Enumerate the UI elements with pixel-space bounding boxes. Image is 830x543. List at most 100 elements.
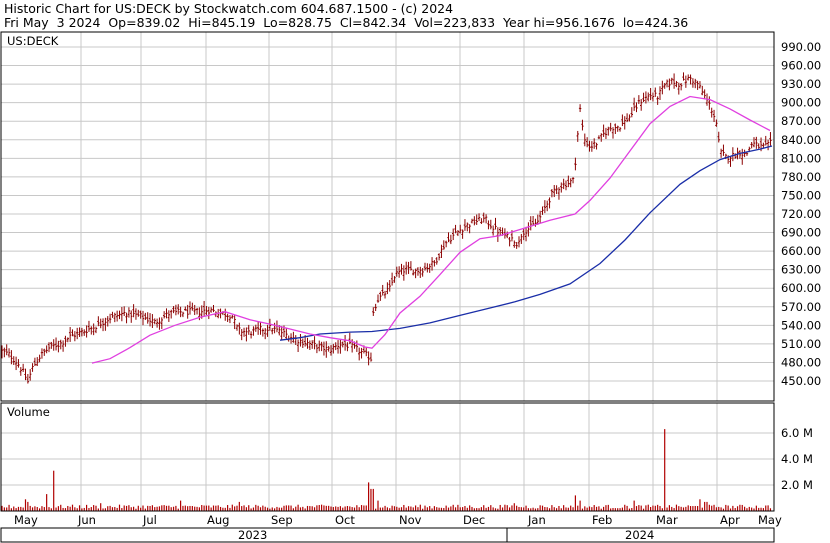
- price-bar: [529, 216, 532, 231]
- price-bar: [226, 313, 229, 322]
- price-bar: [764, 135, 767, 146]
- price-bar: [402, 265, 406, 281]
- price-bar: [623, 116, 626, 130]
- price-bar: [419, 266, 422, 278]
- price-bar: [320, 341, 323, 352]
- price-bar: [94, 326, 98, 334]
- price-bar: [654, 87, 657, 97]
- price-bar: [165, 308, 168, 319]
- price-bar: [360, 347, 363, 359]
- price-bar: [489, 219, 492, 230]
- price-bar: [57, 340, 60, 353]
- chart-header-title: Historic Chart for US:DECK by Stockwatch…: [4, 1, 454, 16]
- price-bar: [148, 313, 152, 327]
- price-bar: [454, 224, 457, 234]
- price-bar: [621, 114, 624, 127]
- price-bar: [209, 307, 213, 313]
- price-bar: [487, 220, 490, 230]
- price-bar: [87, 320, 91, 332]
- price-bar: [480, 218, 483, 225]
- price-bar: [743, 149, 746, 158]
- price-bar: [367, 351, 370, 366]
- price-bar: [325, 341, 328, 358]
- price-bar: [632, 97, 636, 111]
- price-tick-label: 960.00: [781, 59, 821, 73]
- price-bar: [266, 324, 269, 337]
- price-bar: [7, 348, 11, 358]
- volume-grid: [1, 432, 774, 486]
- price-bar: [766, 139, 770, 151]
- price-bar: [649, 87, 652, 101]
- price-bar: [254, 324, 257, 332]
- price-bar: [123, 306, 126, 316]
- price-bar: [358, 347, 361, 361]
- price-bar: [562, 178, 565, 190]
- price-bar: [45, 345, 48, 354]
- price-bar: [292, 331, 295, 343]
- price-bar: [755, 136, 758, 149]
- price-bar: [491, 225, 495, 236]
- price-bar: [160, 317, 163, 329]
- price-bar: [644, 91, 648, 104]
- price-bar: [541, 206, 544, 215]
- price-bar: [31, 363, 34, 372]
- price-bar: [242, 327, 246, 337]
- price-bar: [590, 141, 594, 152]
- price-bar: [233, 315, 236, 330]
- price-bar: [85, 325, 88, 338]
- price-bar: [153, 318, 156, 325]
- price-tick-label: 720.00: [781, 207, 821, 221]
- price-bar: [522, 228, 525, 241]
- price-bar: [416, 267, 420, 276]
- price-bar: [607, 126, 610, 136]
- price-bar: [496, 227, 500, 242]
- price-bar: [442, 240, 445, 250]
- price-bar: [614, 123, 617, 135]
- month-tick-label: Oct: [335, 513, 355, 527]
- price-bar: [383, 290, 387, 299]
- price-grid: [1, 46, 774, 382]
- price-bar: [531, 215, 535, 226]
- price-tick-label: 840.00: [781, 133, 821, 147]
- price-bar: [444, 240, 448, 248]
- price-bar: [256, 321, 260, 335]
- price-bar: [273, 322, 276, 334]
- price-bar: [435, 257, 438, 265]
- price-bar: [181, 311, 185, 318]
- price-bar: [101, 318, 105, 332]
- price-bar: [3, 347, 6, 358]
- price-bar: [97, 316, 100, 327]
- price-bar: [635, 102, 638, 113]
- month-tick-label: Jun: [77, 513, 96, 527]
- price-bar: [477, 213, 481, 222]
- price-bar: [99, 318, 102, 329]
- price-tick-label: 900.00: [781, 96, 821, 110]
- price-bar: [640, 99, 643, 111]
- price-bar: [329, 345, 333, 356]
- price-bar: [428, 263, 431, 273]
- price-bar: [38, 354, 41, 363]
- price-bar: [717, 131, 720, 143]
- price-bar: [155, 318, 159, 328]
- price-tick-label: 780.00: [781, 170, 821, 184]
- price-bar: [701, 85, 704, 96]
- price-bar: [691, 78, 695, 88]
- year-tick-label: 2023: [238, 528, 267, 542]
- volume-panel-frame: [0, 402, 775, 512]
- price-bar: [456, 230, 460, 237]
- price-bar: [191, 302, 194, 311]
- month-tick-label: Dec: [463, 513, 485, 527]
- price-tick-label: 660.00: [781, 244, 821, 258]
- price-bar: [50, 341, 53, 349]
- month-tick-label: Jul: [142, 513, 157, 527]
- price-bar: [482, 212, 485, 223]
- price-tick-label: 870.00: [781, 114, 821, 128]
- month-tick-label: Apr: [720, 513, 740, 527]
- price-bar: [249, 331, 253, 339]
- month-tick-label: Nov: [399, 513, 422, 527]
- price-bar: [703, 89, 706, 100]
- price-bar: [92, 323, 95, 336]
- price-bar: [423, 262, 427, 271]
- price-bar: [499, 226, 502, 236]
- volume-label: Volume: [7, 405, 50, 419]
